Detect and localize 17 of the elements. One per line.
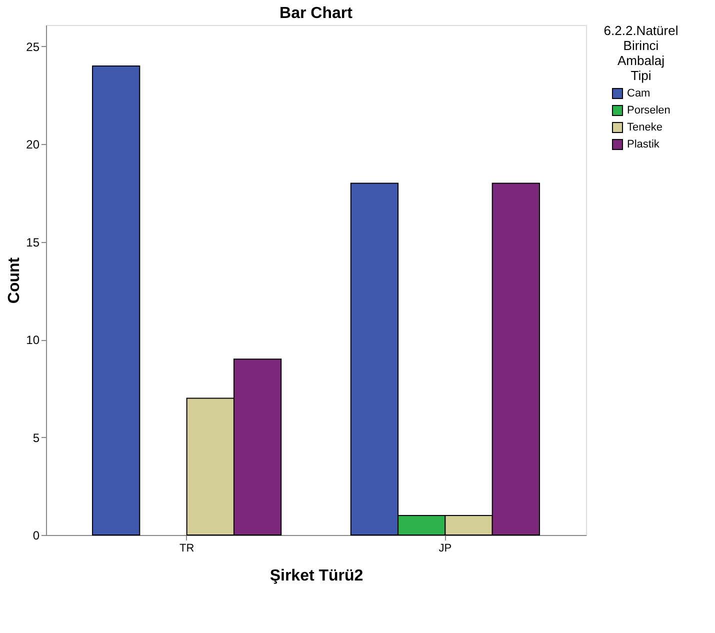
y-tick-label: 20: [26, 138, 40, 152]
y-tick-label: 5: [32, 430, 40, 445]
y-tick-label: 10: [26, 333, 40, 348]
y-axis-title: Count: [6, 256, 24, 304]
legend-label: Teneke: [627, 122, 662, 134]
y-tick-label: 15: [26, 235, 40, 250]
legend-label: Plastik: [627, 138, 660, 150]
bar: [92, 66, 140, 536]
legend-title: 6.2.2.Natürel Birinci Ambalaj Tipi: [604, 23, 678, 83]
x-axis-title: Şirket Türü2: [270, 568, 364, 584]
chart-title: Bar Chart: [280, 5, 354, 22]
y-tick-label: 25: [26, 40, 40, 54]
x-tick-label: JP: [438, 542, 452, 554]
legend-label: Porselen: [627, 104, 670, 116]
y-tick-label: 0: [32, 528, 40, 542]
x-tick-label: TR: [179, 542, 194, 554]
legend-label: Cam: [627, 88, 650, 100]
